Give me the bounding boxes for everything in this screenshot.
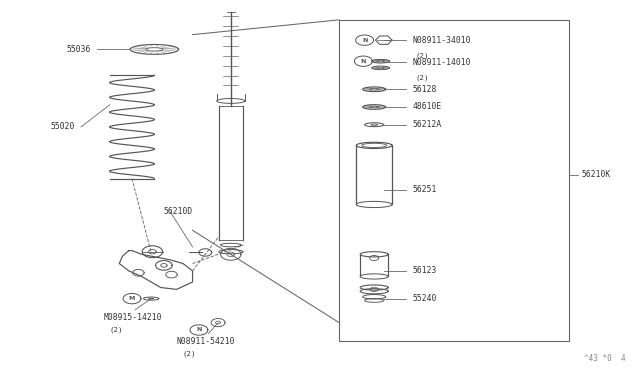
Text: 55240: 55240 xyxy=(412,294,436,303)
Text: N: N xyxy=(361,59,366,64)
Bar xyxy=(339,20,568,341)
Text: 56212A: 56212A xyxy=(412,120,442,129)
Text: 56251: 56251 xyxy=(412,185,436,194)
Text: N: N xyxy=(196,327,202,333)
Text: 56210D: 56210D xyxy=(164,207,193,217)
Text: 56123: 56123 xyxy=(412,266,436,275)
Text: 55020: 55020 xyxy=(51,122,75,131)
Text: ^43 *0  4: ^43 *0 4 xyxy=(584,354,626,363)
Text: (2): (2) xyxy=(415,74,429,81)
Text: (2): (2) xyxy=(109,326,124,333)
Text: 48610E: 48610E xyxy=(412,103,442,112)
Text: 56128: 56128 xyxy=(412,85,436,94)
Text: M: M xyxy=(129,296,135,301)
Text: N08911-34010: N08911-34010 xyxy=(412,36,471,45)
Text: N08911-14010: N08911-14010 xyxy=(412,58,471,67)
Text: N08911-54210: N08911-54210 xyxy=(177,337,235,346)
Text: (2): (2) xyxy=(183,350,196,357)
Text: 56210K: 56210K xyxy=(581,170,611,179)
Text: (2): (2) xyxy=(415,52,429,59)
Text: 55036: 55036 xyxy=(66,45,91,54)
Text: M08915-14210: M08915-14210 xyxy=(103,313,162,323)
Text: N: N xyxy=(362,38,367,43)
